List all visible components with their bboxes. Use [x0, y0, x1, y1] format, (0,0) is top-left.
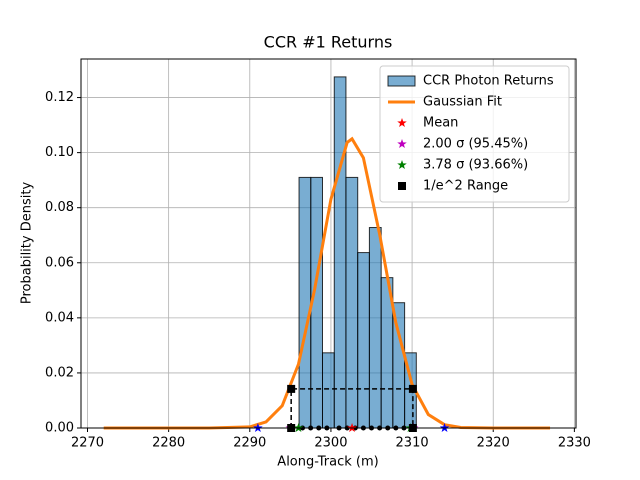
x-tick-label: 2270: [71, 436, 104, 451]
legend-label: 1/e^2 Range: [423, 179, 508, 194]
y-tick-label: 0.10: [45, 145, 74, 160]
legend-box: [379, 65, 570, 203]
x-tick-label: 2310: [396, 436, 429, 451]
histogram-bar: [298, 176, 312, 429]
histogram-bar: [333, 76, 347, 429]
plot-frame: [80, 58, 577, 429]
legend-label: Gaussian Fit: [423, 95, 502, 110]
range-line: [290, 388, 414, 428]
x-tick-label: 2330: [558, 436, 591, 451]
x-tick-label: 2280: [152, 436, 185, 451]
y-tick-label: 0.12: [45, 90, 74, 105]
square-marker: [287, 384, 296, 393]
square-marker: [408, 384, 417, 393]
histogram-bar: [368, 227, 382, 429]
x-tick-label: 2320: [477, 436, 510, 451]
histogram-bar: [345, 176, 359, 429]
y-axis-label: Probability Density: [20, 182, 35, 305]
legend: CCR Photon Returns Gaussian Fit Mean 2.00 σ…: [379, 65, 570, 203]
legend-swatch: [397, 118, 407, 128]
y-tick-label: 0.00: [45, 421, 74, 436]
histogram-bar: [321, 352, 335, 429]
legend-label: Mean: [423, 116, 458, 131]
y-tick-label: 0.08: [45, 200, 74, 215]
y-tick-label: 0.02: [45, 365, 74, 380]
legend-swatch: [398, 182, 406, 190]
y-tick-label: 0.06: [45, 255, 74, 270]
legend-label: 3.78 σ (93.66%): [423, 158, 528, 173]
x-tick-label: 2300: [314, 436, 347, 451]
legend-label: 2.00 σ (95.45%): [423, 137, 528, 152]
legend-label: CCR Photon Returns: [423, 74, 554, 89]
legend-swatch: [387, 75, 416, 87]
legend-swatch: [397, 139, 407, 149]
x-tick-label: 2290: [233, 436, 266, 451]
y-tick-label: 0.04: [45, 310, 74, 325]
legend-swatch: [397, 160, 407, 170]
x-axis-label: Along-Track (m): [277, 455, 378, 470]
histogram-bar: [357, 252, 370, 429]
chart-title: CCR #1 Returns: [264, 33, 393, 52]
